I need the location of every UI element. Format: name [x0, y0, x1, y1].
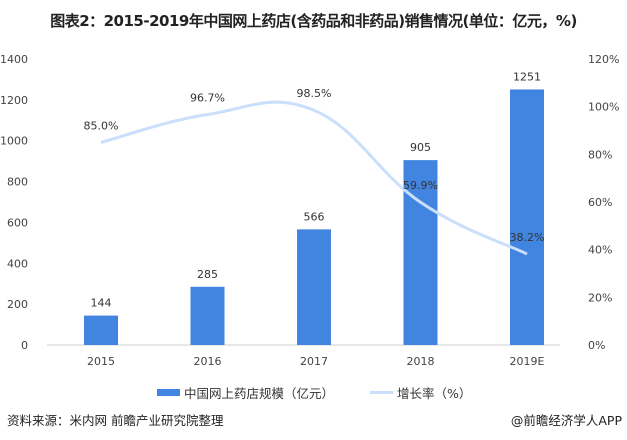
bar-data-label: 905: [410, 141, 431, 154]
line-data-label: 96.7%: [190, 92, 225, 105]
bar-data-label: 285: [197, 268, 218, 281]
growth-rate-line: [100, 100, 528, 256]
bar: [297, 229, 331, 345]
right-tick-label: 60%: [588, 196, 612, 209]
chart-plot: 0 200 400 600 800 1000 1200 1400 0% 20% 40% 60% 80% 1…: [0, 53, 619, 368]
right-tick-label: 40%: [588, 244, 612, 257]
right-tick-label: 80%: [588, 148, 612, 161]
bar-data-label: 566: [304, 210, 325, 223]
bar: [403, 160, 438, 345]
legend-swatch-line: [370, 391, 393, 394]
line-data-label: 38.2%: [510, 231, 545, 244]
left-tick-label: 600: [7, 216, 28, 229]
left-tick-label: 1000: [0, 135, 28, 148]
legend-label-bar: 中国网上药店规模（亿元）: [184, 386, 335, 401]
x-tick-label: 2015: [87, 355, 115, 368]
legend-label-line: 增长率（%）: [397, 386, 472, 401]
legend-swatch-bar: [157, 389, 180, 396]
x-tick-label: 2016: [194, 355, 222, 368]
brand-credit: @前瞻经济学人APP: [510, 413, 622, 428]
left-tick-label: 400: [7, 257, 28, 270]
legend-item-line: 增长率（%）: [370, 383, 471, 402]
bar-data-label: 144: [91, 297, 112, 310]
bar: [84, 315, 118, 345]
left-tick-label: 1200: [0, 94, 28, 107]
right-tick-label: 0%: [588, 339, 605, 352]
line-data-label: 85.0%: [84, 119, 119, 132]
right-tick-label: 20%: [588, 291, 612, 304]
bar-data-label: 1251: [513, 70, 541, 83]
legend-item-bar: 中国网上药店规模（亿元）: [157, 383, 334, 402]
left-tick-label: 1400: [0, 53, 28, 66]
x-tick-label: 2017: [300, 355, 328, 368]
bar: [190, 286, 225, 345]
left-tick-label: 800: [7, 176, 28, 189]
x-tick-label: 2018: [407, 355, 435, 368]
chart-title: 图表2：2015-2019年中国网上药店(含药品和非药品)销售情况(单位：亿元，…: [50, 12, 577, 30]
bar: [510, 89, 544, 345]
left-tick-label: 0: [21, 339, 28, 352]
right-tick-label: 120%: [588, 53, 619, 66]
x-tick-label: 2019E: [510, 355, 545, 368]
left-tick-label: 200: [7, 298, 28, 311]
line-data-label: 98.5%: [297, 87, 332, 100]
source-note: 资料来源：米内网 前瞻产业研究院整理: [7, 413, 224, 428]
line-data-label: 59.9%: [403, 179, 438, 192]
right-tick-label: 100%: [588, 101, 619, 114]
